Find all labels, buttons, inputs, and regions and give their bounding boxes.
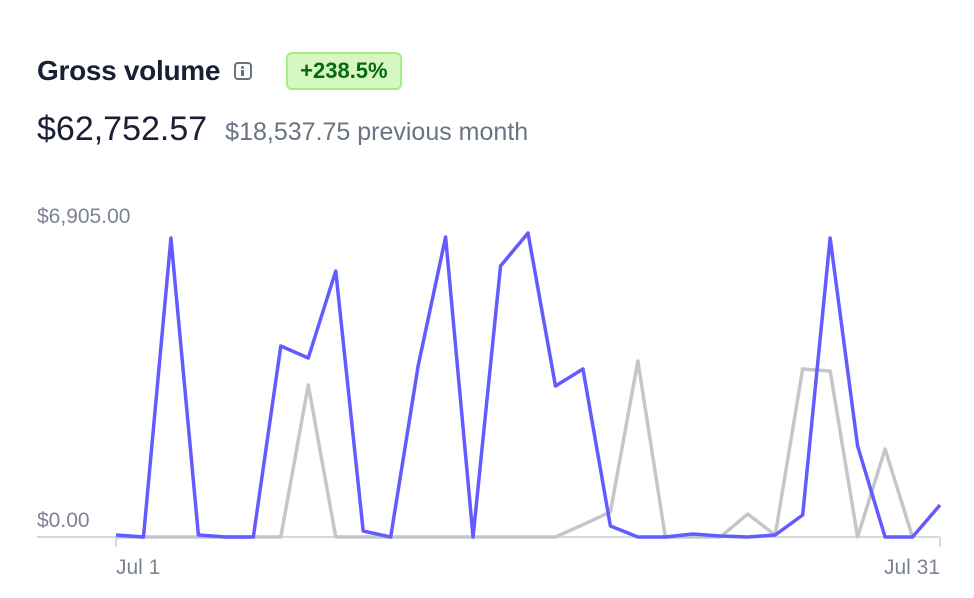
change-badge: +238.5% — [286, 52, 402, 90]
series-line — [115, 231, 942, 539]
x-tick-label: Jul 31 — [884, 556, 940, 579]
x-tick-label: Jul 1 — [116, 556, 160, 579]
series-line — [116, 359, 915, 539]
amounts: $62,752.57 $18,537.75 previous month — [37, 110, 528, 149]
info-icon[interactable] — [234, 62, 253, 80]
y-tick-label: $6,905.00 — [37, 205, 130, 228]
total-amount: $62,752.57 — [37, 110, 208, 148]
header: Gross volume +238.5% — [37, 52, 402, 90]
y-tick-label: $0.00 — [37, 509, 90, 532]
previous-amount: $18,537.75 previous month — [225, 118, 529, 146]
card-title: Gross volume — [37, 55, 221, 86]
